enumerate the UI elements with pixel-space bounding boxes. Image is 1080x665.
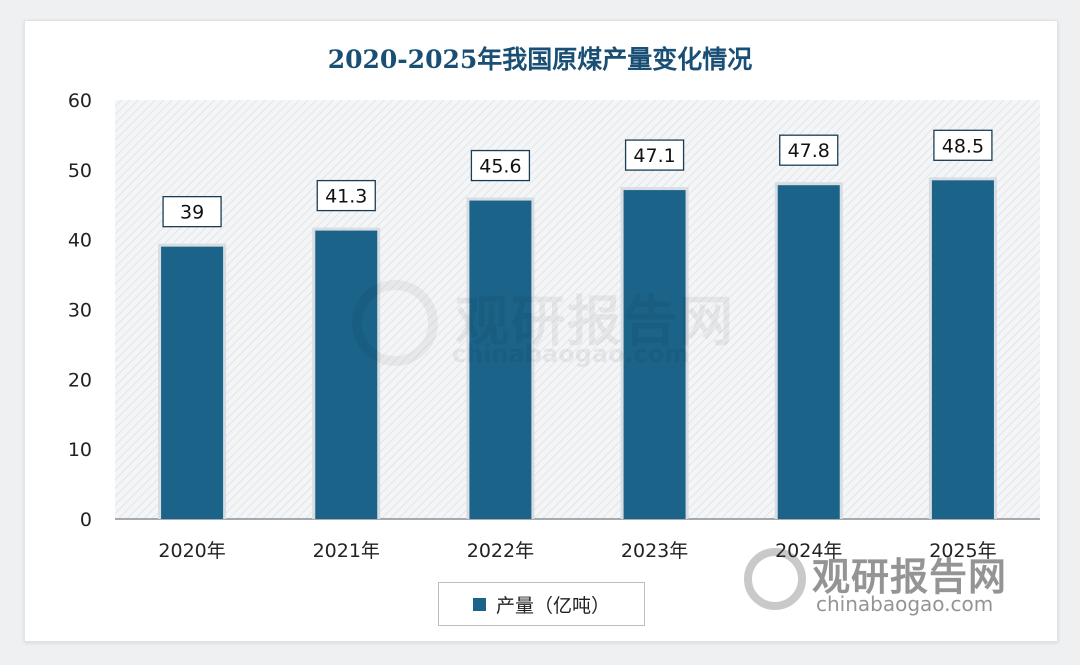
y-tick-label: 30 xyxy=(68,300,92,322)
data-label-box xyxy=(470,149,531,182)
bar xyxy=(623,190,686,519)
data-label: 47.1 xyxy=(633,145,675,167)
x-tick-label: 2022年 xyxy=(467,540,534,562)
legend-label: 产量（亿吨） xyxy=(495,594,610,617)
y-tick-label: 20 xyxy=(68,369,92,391)
data-label-box xyxy=(316,179,376,212)
bar xyxy=(469,200,532,519)
y-tick-label: 60 xyxy=(68,90,92,112)
data-label: 45.6 xyxy=(479,156,521,178)
bar xyxy=(931,180,994,519)
x-tick-label: 2023年 xyxy=(621,540,688,562)
y-tick-label: 50 xyxy=(68,160,92,182)
y-tick-label: 0 xyxy=(80,509,92,531)
plot-area xyxy=(115,100,1040,519)
data-label: 47.8 xyxy=(788,140,830,162)
data-label: 41.3 xyxy=(325,186,367,208)
data-label: 39 xyxy=(180,202,204,224)
legend-swatch xyxy=(472,597,486,611)
y-tick-label: 40 xyxy=(68,230,92,252)
legend: 产量（亿吨） xyxy=(438,582,645,626)
data-label-box xyxy=(624,139,685,171)
bar xyxy=(315,230,378,520)
x-tick-label: 2024年 xyxy=(775,540,842,562)
data-label-box xyxy=(779,134,839,166)
x-tick-label: 2021年 xyxy=(313,540,380,562)
x-tick-label: 2025年 xyxy=(929,540,996,562)
data-label: 48.5 xyxy=(942,135,984,157)
y-tick-label: 10 xyxy=(68,439,92,461)
x-tick-label: 2020年 xyxy=(158,540,225,562)
chart-title: 2020-2025年我国原煤产量变化情况 xyxy=(327,45,753,74)
bar xyxy=(777,185,840,520)
bar xyxy=(161,246,224,519)
data-label-box xyxy=(162,195,222,228)
data-label-box xyxy=(933,129,993,161)
